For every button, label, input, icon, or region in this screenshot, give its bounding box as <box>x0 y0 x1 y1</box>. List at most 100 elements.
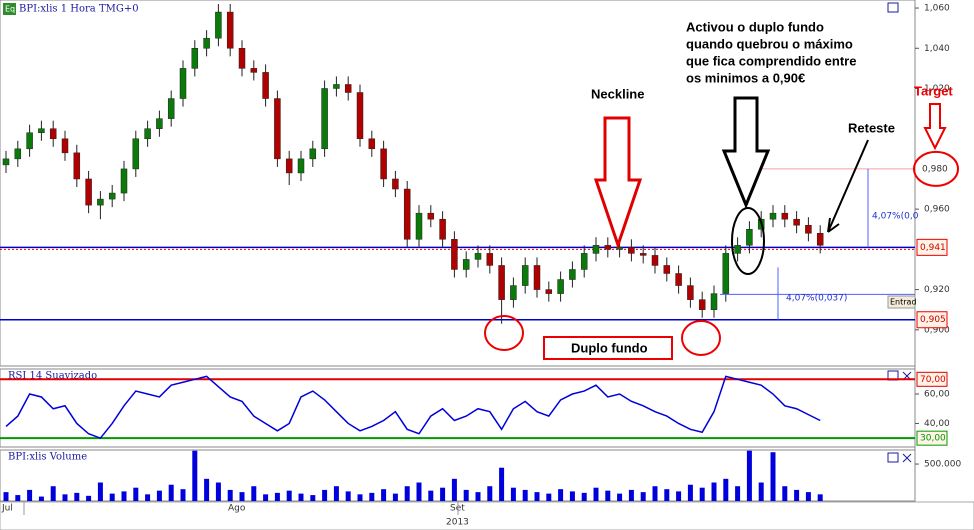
candle-body <box>167 98 175 119</box>
annotations: Duplo fundo Neckline Reteste Target Activou … <box>484 19 959 360</box>
volume-bar <box>440 487 446 501</box>
volume-bar <box>133 487 139 501</box>
volume-bar <box>286 490 292 501</box>
entry-label: Entrad <box>890 298 917 307</box>
level-label-box <box>916 238 948 256</box>
candle-body <box>2 158 10 166</box>
level-label: 0,941 <box>920 243 946 253</box>
candle-body <box>38 128 45 133</box>
candle-body <box>309 148 317 160</box>
candle-body <box>734 245 741 254</box>
bottom-circle <box>484 315 524 351</box>
volume-bar <box>168 484 174 501</box>
volume-bar <box>322 489 328 501</box>
volume-bar <box>357 494 363 501</box>
volume-bar <box>617 493 623 501</box>
month-label: Ago <box>228 504 246 514</box>
volume-bar <box>605 490 611 501</box>
volume-bar <box>664 489 670 501</box>
volume-bar <box>298 493 304 501</box>
candle-body <box>179 68 187 99</box>
volume-bar <box>699 487 705 501</box>
volume-bar <box>522 489 528 501</box>
candle-body <box>616 247 623 250</box>
volume-title: BPI:xlis Volume <box>8 452 87 463</box>
candle-body <box>274 98 281 160</box>
candle-body <box>262 72 269 99</box>
max-icon[interactable] <box>887 452 899 463</box>
candle-body <box>746 229 753 246</box>
level-label: 30,00 <box>920 434 946 444</box>
volume-bar <box>546 493 552 501</box>
candle-body <box>557 279 564 294</box>
volume-bar <box>97 482 103 501</box>
candle-body <box>592 245 600 254</box>
volume-bar <box>180 489 186 501</box>
y-tick-label: 1,060 <box>924 4 950 14</box>
candle-body <box>203 37 210 49</box>
candle-body <box>344 84 352 93</box>
candle-body <box>85 178 92 206</box>
neckline-arrow <box>593 116 643 250</box>
candle-body <box>793 218 800 226</box>
volume-bar <box>263 494 269 501</box>
eq-icon <box>3 3 16 15</box>
annotation: Neckline <box>591 86 644 101</box>
volume-bar <box>676 491 682 501</box>
annotation: que fica comprendido entre <box>686 53 856 68</box>
entry-box <box>887 295 916 309</box>
candle-body <box>816 233 824 246</box>
candle-body <box>333 84 340 89</box>
max-icon[interactable] <box>887 2 899 13</box>
volume-bar <box>215 482 221 501</box>
candle-body <box>61 138 69 154</box>
breakout-circle <box>731 207 765 275</box>
candle-body <box>215 11 222 39</box>
volume-bar <box>475 492 481 501</box>
candle-body <box>97 198 104 206</box>
candle-body <box>156 118 163 129</box>
candle-body <box>651 255 659 266</box>
candle-body <box>427 212 435 220</box>
volume-bar <box>251 486 257 501</box>
candle-body <box>521 265 529 286</box>
volume-bar <box>428 490 434 501</box>
volume-bar <box>487 486 493 501</box>
volume-bar <box>569 491 575 501</box>
candle-body <box>545 289 553 294</box>
candle-body <box>144 128 151 140</box>
y-tick-label: 500.000 <box>924 460 961 470</box>
candle-body <box>297 158 305 174</box>
y-tick-label: 0,920 <box>924 285 950 295</box>
volume-bar <box>392 493 398 501</box>
candle-body <box>120 168 128 194</box>
volume-bar <box>38 496 44 501</box>
volume-bar <box>794 489 800 501</box>
candle-body <box>415 212 423 240</box>
candle-body <box>628 247 635 254</box>
candle-body <box>73 152 81 180</box>
rsi-title: RSI 14 Suavizado <box>8 371 97 382</box>
volume-bar <box>50 486 56 501</box>
target-circle <box>913 150 959 187</box>
volume-bar <box>27 489 33 501</box>
time-axis <box>0 501 974 530</box>
target-arrow <box>923 103 947 151</box>
candle-body <box>687 285 694 300</box>
volume-bar <box>510 487 516 501</box>
volume-bar <box>640 492 646 501</box>
candle-body <box>604 245 612 250</box>
y-tick-label: 1,020 <box>924 84 950 94</box>
annotation: Duplo fundo <box>571 340 648 355</box>
candle-body <box>698 299 706 310</box>
candle-body <box>805 224 812 234</box>
month-label: Jul <box>1 504 13 514</box>
candle-body <box>663 265 671 274</box>
volume-bar <box>15 495 21 501</box>
year-label: 2013 <box>446 518 469 528</box>
rsi-panel <box>0 368 916 448</box>
candle-body <box>474 253 482 260</box>
y-tick-label: 40,00 <box>924 419 950 429</box>
close-icon[interactable] <box>902 371 912 463</box>
candle-body <box>356 92 364 140</box>
